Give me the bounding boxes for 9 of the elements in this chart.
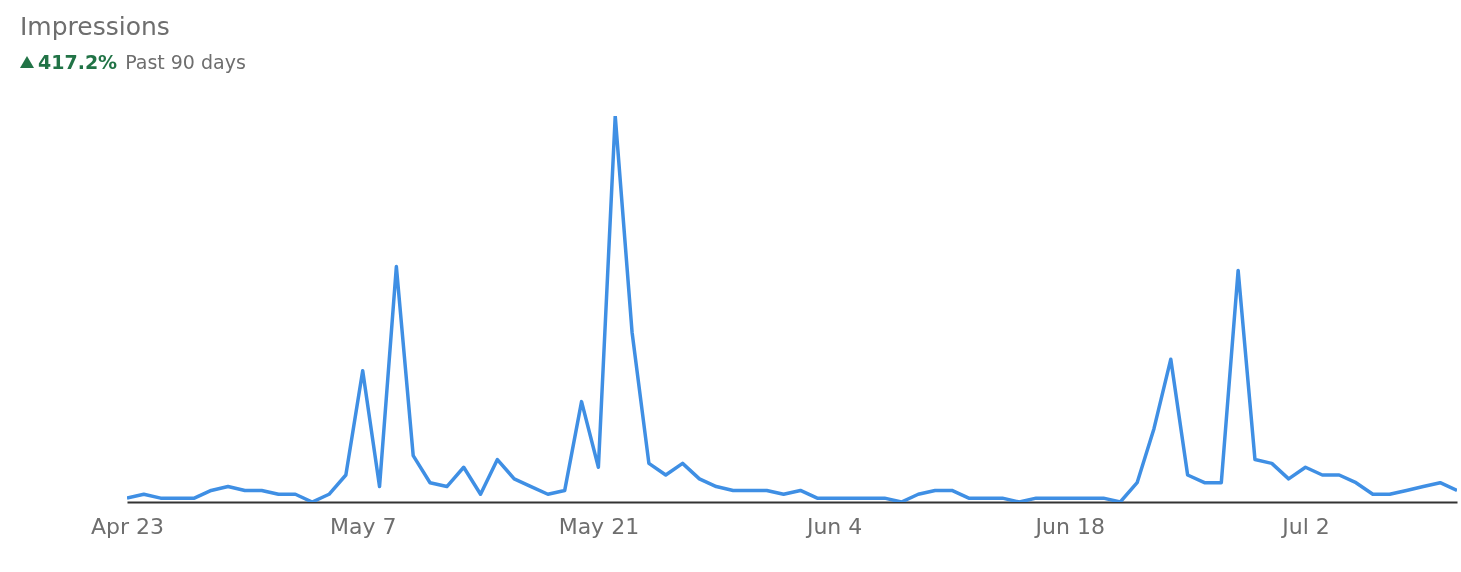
x-tick-label: May 21	[558, 513, 640, 539]
x-tick-label: May 7	[329, 513, 397, 539]
x-tick-label: Jun 18	[1033, 513, 1105, 539]
x-tick-label: Jun 4	[804, 513, 863, 539]
text: Past 90 days	[125, 50, 246, 75]
x-tick-label: Apr 23	[90, 513, 165, 539]
chart-title: Impressions	[20, 11, 171, 43]
text: 417.2%	[38, 50, 118, 75]
x-tick-label: Jul 2	[1280, 513, 1330, 539]
